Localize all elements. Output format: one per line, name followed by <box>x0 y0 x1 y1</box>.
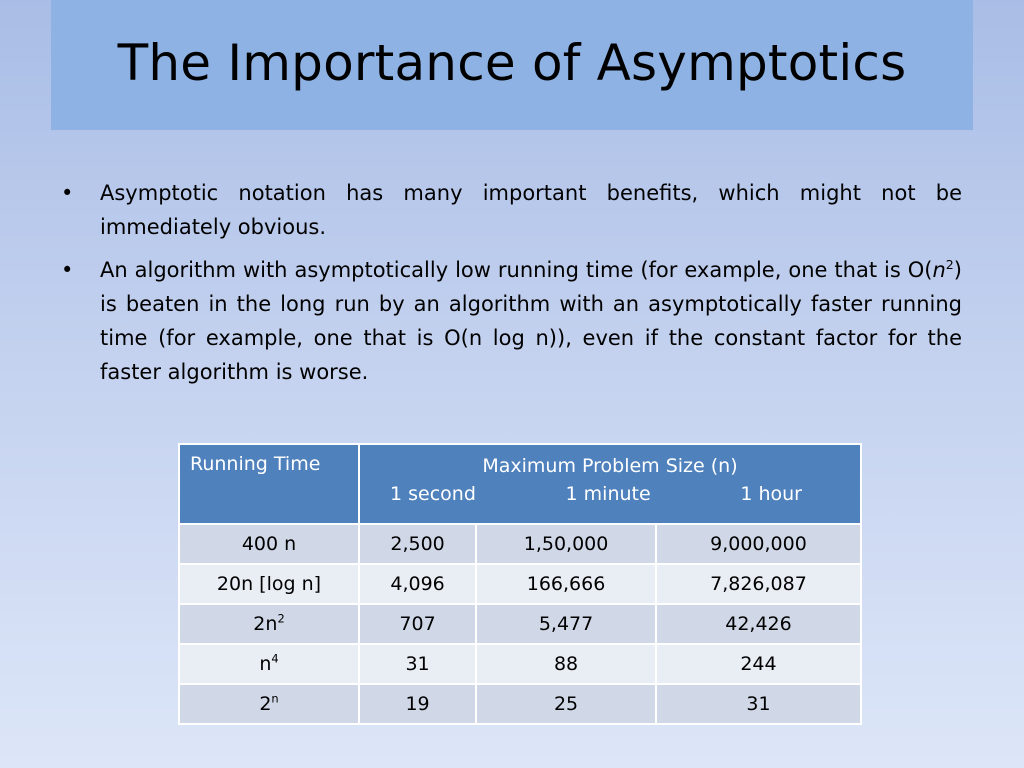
table-cell: 166,666 <box>475 563 657 605</box>
table-body: 400 n 2,500 1,50,000 9,000,000 20n [log n] 4,… <box>178 523 863 725</box>
bullet-text-segment: An algorithm with asymptotically low run… <box>100 258 933 282</box>
running-time-table: Running Time Maximum Problem Size (n) 1 … <box>178 443 863 725</box>
table-cell: 2,500 <box>357 523 478 565</box>
row-label: 400 n <box>241 533 297 555</box>
row-label-cell: n4 <box>178 643 360 685</box>
bullet-text-segment: 2 <box>945 257 954 272</box>
title-bar: The Importance of Asymptotics <box>51 0 973 130</box>
header-running-time: Running Time <box>178 443 360 525</box>
bullet-item: • An algorithm with asymptotically low ru… <box>51 253 962 389</box>
table-cell: 5,477 <box>475 603 657 645</box>
table-cell: 88 <box>475 643 657 685</box>
table-cell: 25 <box>475 683 657 725</box>
row-label: 20n [log n] <box>216 573 322 595</box>
bullet-marker: • <box>61 258 74 282</box>
table-cell: 31 <box>654 683 863 725</box>
table-header-row: Running Time Maximum Problem Size (n) 1 … <box>178 443 862 525</box>
header-1-minute: 1 minute <box>565 483 651 505</box>
bullet-text-segment: Asymptotic notation has many important b… <box>100 181 962 239</box>
table-cell: 244 <box>654 643 863 685</box>
table-cell: 19 <box>357 683 478 725</box>
table-row: n4 31 88 244 <box>178 643 863 685</box>
header-1-second: 1 second <box>390 483 476 505</box>
table-row: 2n 19 25 31 <box>178 683 863 725</box>
table-cell: 31 <box>357 643 478 685</box>
slide-title: The Importance of Asymptotics <box>117 34 907 92</box>
table-row: 20n [log n] 4,096 166,666 7,826,087 <box>178 563 863 605</box>
bullet-item: • Asymptotic notation has many important … <box>51 176 962 244</box>
header-max-problem-size-title: Maximum Problem Size (n) <box>482 455 738 477</box>
table-cell: 1,50,000 <box>475 523 657 565</box>
row-label: 2 <box>259 693 272 715</box>
bullet-text: Asymptotic notation has many important b… <box>100 181 962 239</box>
row-label: 2n <box>253 613 278 635</box>
table-cell: 42,426 <box>654 603 863 645</box>
row-label-cell: 2n <box>178 683 360 725</box>
table-cell: 9,000,000 <box>654 523 863 565</box>
bullet-text-segment: ) is beaten in the long run by an algori… <box>100 258 962 384</box>
row-label-cell: 20n [log n] <box>178 563 360 605</box>
header-time-units: 1 second 1 minute 1 hour <box>360 479 860 509</box>
row-label-exponent: n <box>271 691 279 706</box>
row-label-cell: 2n2 <box>178 603 360 645</box>
row-label: n <box>259 653 272 675</box>
row-label-exponent: 4 <box>271 651 279 666</box>
row-label-cell: 400 n <box>178 523 360 565</box>
table-row: 2n2 707 5,477 42,426 <box>178 603 863 645</box>
table-cell: 4,096 <box>357 563 478 605</box>
header-max-problem-size: Maximum Problem Size (n) 1 second 1 minu… <box>358 443 862 525</box>
bullet-marker: • <box>61 181 74 205</box>
table-cell: 7,826,087 <box>654 563 863 605</box>
bullet-list: • Asymptotic notation has many important … <box>51 176 962 398</box>
bullet-text-segment: n <box>932 258 946 282</box>
row-label-exponent: 2 <box>277 611 285 626</box>
table-row: 400 n 2,500 1,50,000 9,000,000 <box>178 523 863 565</box>
table-cell: 707 <box>357 603 478 645</box>
bullet-text: An algorithm with asymptotically low run… <box>100 258 962 384</box>
header-1-hour: 1 hour <box>740 483 802 505</box>
